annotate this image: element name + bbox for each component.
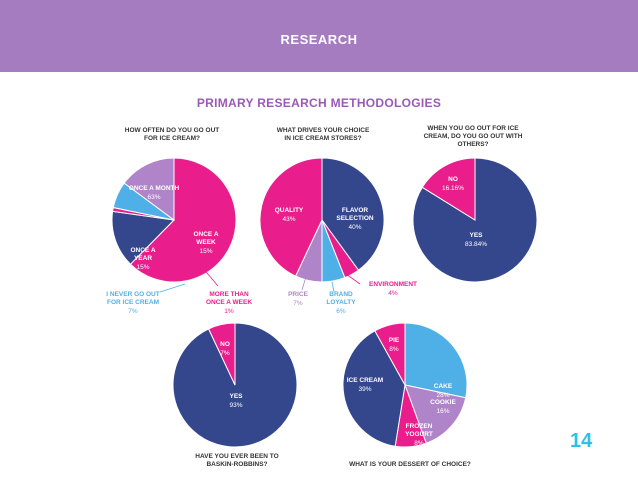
pie-slice	[111, 210, 176, 265]
pie-slice	[421, 157, 476, 221]
slice-label: PRICE 7%	[288, 291, 309, 307]
slice-label: I NEVER GO OUT FOR ICE CREAM 7%	[106, 291, 159, 315]
pie-slice	[321, 157, 385, 271]
slice-label: MORE THAN ONCE A WEEK 1%	[206, 291, 252, 315]
pie-slice	[129, 157, 237, 283]
pie-slice	[342, 330, 406, 447]
slice-label: ONCE A YEAR 15%	[130, 247, 155, 271]
slice-label: BRAND LOYALTY 6%	[326, 291, 356, 315]
pie-slice	[404, 322, 468, 399]
slice-label: YES 93%	[229, 393, 243, 409]
slice-label: PIE 8%	[389, 337, 400, 353]
leader-line	[159, 283, 186, 293]
page-title: RESEARCH	[280, 32, 358, 47]
pie-slice	[207, 322, 236, 386]
section-subtitle: PRIMARY RESEARCH METHODOLOGIES	[196, 96, 442, 110]
slice-label: COOKIE 16%	[430, 399, 456, 415]
pie-chart-4: YES 93% NO 7% HAVE YOU EVER BEEN TO BASKIN-RO…	[172, 322, 298, 468]
page-number: 14	[570, 430, 593, 452]
pie-chart-3: YES 83.84% NO 16.16% WHEN YOU GO OUT FOR ICE…	[412, 125, 538, 283]
chart-question: WHAT IS YOUR DESSERT OF CHOICE?	[349, 461, 471, 468]
header-banner	[0, 0, 638, 72]
chart-question: WHEN YOU GO OUT FOR ICE CREAM, DO YOU GO …	[424, 125, 523, 148]
pie-slice	[374, 322, 406, 387]
slice-label: QUALITY 43%	[275, 207, 304, 223]
chart-question: HAVE YOU EVER BEEN TO BASKIN-ROBBINS?	[195, 453, 278, 468]
chart-question: HOW OFTEN DO YOU GO OUT FOR ICE CREAM?	[125, 127, 220, 142]
slice-label: CAKE 28%	[434, 383, 453, 399]
pie-chart-2: FLAVOR SELECTION 40% ENVIRONMENT 4% BRAND LOYA…	[259, 127, 417, 315]
leader-line	[195, 259, 219, 287]
leader-line	[331, 281, 335, 293]
slice-label: ONCE A MONTH 63%	[129, 185, 180, 201]
slice-label: FLAVOR SELECTION 40%	[336, 207, 374, 231]
pie-slice	[404, 384, 467, 444]
slice-label: NO 7%	[220, 341, 230, 357]
pie-slice	[259, 157, 323, 277]
leader-line	[345, 273, 361, 285]
slice-label: FROZEN YOGURT 8%	[405, 423, 433, 447]
slice-label: ICE CREAM 39%	[347, 377, 383, 393]
leader-line	[301, 229, 321, 291]
pie-chart-1: ONCE A MONTH 63% ONCE A WEEK 15% MORE THAN ONC…	[106, 127, 252, 315]
slice-label: ONCE A WEEK 15%	[193, 231, 218, 255]
slice-label: NO 16.16%	[442, 176, 464, 192]
chart-question: WHAT DRIVES YOUR CHOICE IN ICE CREAM STOR…	[277, 127, 370, 142]
slice-label: ENVIRONMENT 4%	[369, 281, 417, 297]
pie-chart-5: CAKE 28%COOKIE 16% FROZEN YOGURT 8% ICE CREAM 3…	[342, 322, 471, 468]
pie-slice	[123, 157, 175, 221]
slice-label: YES 83.84%	[465, 232, 487, 248]
